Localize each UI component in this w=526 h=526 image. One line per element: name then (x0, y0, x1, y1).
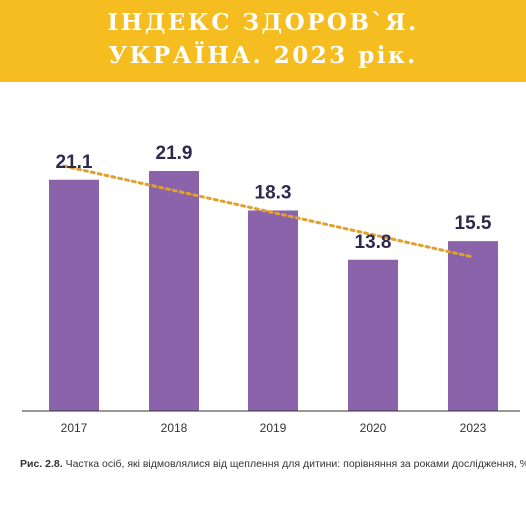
x-tick-labels-group: 2017 2018 2019 2020 2023 (61, 421, 487, 435)
title-banner: ІНДЕКС ЗДОРОВ`Я. УКРАЇНА. 2023 рік. (0, 0, 526, 82)
bars-group (49, 171, 498, 411)
x-tick-label-2019: 2019 (260, 421, 287, 435)
bar-2020 (348, 259, 398, 411)
value-label-2023: 15.5 (455, 213, 492, 234)
value-label-2020: 13.8 (355, 232, 392, 253)
value-label-2018: 21.9 (156, 143, 193, 164)
trend-line (62, 164, 475, 259)
figure-caption: Рис. 2.8. Частка осіб, які відмовлялися … (20, 458, 526, 470)
bar-2019 (248, 210, 298, 411)
title-line-2: УКРАЇНА. 2023 рік. (108, 42, 418, 69)
bar-2017 (49, 179, 99, 411)
caption-text: Частка осіб, які відмовлялися від щеплен… (65, 458, 526, 470)
x-tick-label-2020: 2020 (360, 421, 387, 435)
caption-label: Рис. 2.8. (20, 458, 63, 470)
x-tick-label-2023: 2023 (460, 421, 487, 435)
bar-chart: 21.1 21.9 18.3 13.8 15.5 2017 2018 2019 2020 202… (22, 143, 520, 435)
value-labels-group: 21.1 21.9 18.3 13.8 15.5 (56, 143, 492, 253)
bar-2023 (448, 241, 498, 411)
x-tick-label-2018: 2018 (161, 421, 188, 435)
value-label-2019: 18.3 (255, 182, 292, 203)
x-tick-label-2017: 2017 (61, 421, 88, 435)
bar-2018 (149, 171, 199, 411)
title-line-1: ІНДЕКС ЗДОРОВ`Я. (107, 9, 419, 36)
value-label-2017: 21.1 (56, 152, 93, 173)
